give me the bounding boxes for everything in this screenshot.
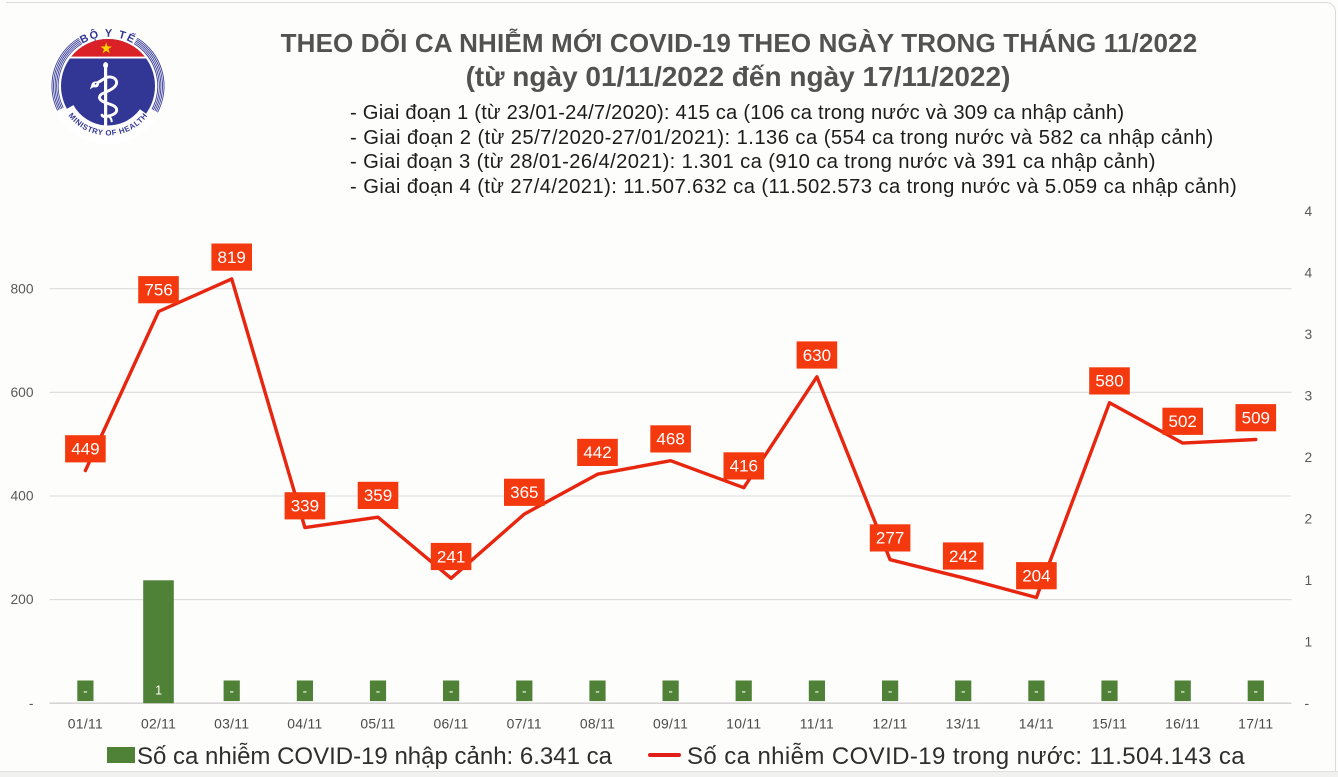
svg-text:468: 468: [656, 430, 684, 449]
svg-text:365: 365: [510, 483, 538, 502]
svg-text:15/11: 15/11: [1092, 716, 1127, 732]
svg-text:242: 242: [949, 547, 977, 566]
svg-text:-: -: [376, 684, 381, 699]
svg-text:4: 4: [1305, 204, 1313, 219]
svg-text:-: -: [449, 684, 454, 699]
svg-text:12/11: 12/11: [872, 716, 907, 732]
svg-text:580: 580: [1095, 372, 1123, 391]
svg-text:-: -: [83, 684, 88, 699]
svg-text:14/11: 14/11: [1019, 716, 1054, 732]
svg-text:200: 200: [10, 592, 33, 607]
svg-text:756: 756: [144, 281, 172, 300]
svg-text:-: -: [888, 684, 893, 699]
svg-text:241: 241: [437, 547, 465, 566]
svg-text:509: 509: [1242, 409, 1270, 428]
svg-text:2: 2: [1305, 511, 1313, 526]
svg-text:-: -: [522, 684, 527, 699]
svg-text:502: 502: [1169, 412, 1197, 431]
svg-text:-: -: [229, 684, 234, 699]
svg-text:-: -: [668, 684, 673, 699]
svg-text:13/11: 13/11: [946, 716, 981, 732]
svg-text:204: 204: [1022, 567, 1050, 586]
svg-text:10/11: 10/11: [726, 716, 761, 732]
svg-text:2: 2: [1305, 450, 1313, 465]
svg-text:800: 800: [10, 281, 33, 296]
svg-text:-: -: [961, 684, 966, 699]
svg-text:449: 449: [71, 440, 99, 459]
svg-text:04/11: 04/11: [287, 716, 322, 732]
svg-text:05/11: 05/11: [360, 716, 395, 732]
svg-text:08/11: 08/11: [580, 716, 615, 732]
svg-text:16/11: 16/11: [1165, 716, 1200, 732]
svg-text:630: 630: [803, 346, 831, 365]
svg-text:02/11: 02/11: [141, 716, 176, 732]
svg-text:-: -: [1305, 696, 1310, 711]
svg-text:01/11: 01/11: [68, 716, 103, 732]
svg-text:-: -: [595, 684, 600, 699]
svg-text:277: 277: [876, 529, 904, 548]
svg-text:3: 3: [1305, 327, 1313, 342]
svg-text:-: -: [1107, 684, 1112, 699]
svg-text:11/11: 11/11: [800, 716, 834, 732]
svg-text:600: 600: [10, 385, 33, 400]
svg-text:819: 819: [218, 248, 246, 267]
svg-text:09/11: 09/11: [653, 716, 688, 732]
svg-text:400: 400: [10, 489, 33, 504]
svg-text:-: -: [1254, 684, 1259, 699]
svg-text:06/11: 06/11: [433, 716, 468, 732]
svg-text:442: 442: [583, 443, 611, 462]
svg-text:3: 3: [1305, 389, 1313, 404]
svg-text:1: 1: [155, 684, 162, 698]
svg-text:-: -: [742, 684, 747, 699]
svg-text:359: 359: [364, 486, 392, 505]
svg-text:-: -: [815, 684, 820, 699]
svg-text:17/11: 17/11: [1238, 716, 1273, 732]
svg-text:416: 416: [730, 457, 758, 476]
svg-text:-: -: [1180, 684, 1185, 699]
svg-text:03/11: 03/11: [214, 716, 249, 732]
svg-text:BỘ Y TẾ: BỘ Y TẾ: [78, 27, 138, 46]
svg-text:-: -: [303, 684, 308, 699]
svg-text:-: -: [1034, 684, 1039, 699]
svg-text:1: 1: [1305, 573, 1313, 588]
svg-text:07/11: 07/11: [507, 716, 542, 732]
svg-text:339: 339: [291, 497, 319, 516]
svg-text:4: 4: [1305, 266, 1313, 281]
svg-text:1: 1: [1305, 634, 1313, 649]
svg-text:-: -: [29, 696, 34, 711]
